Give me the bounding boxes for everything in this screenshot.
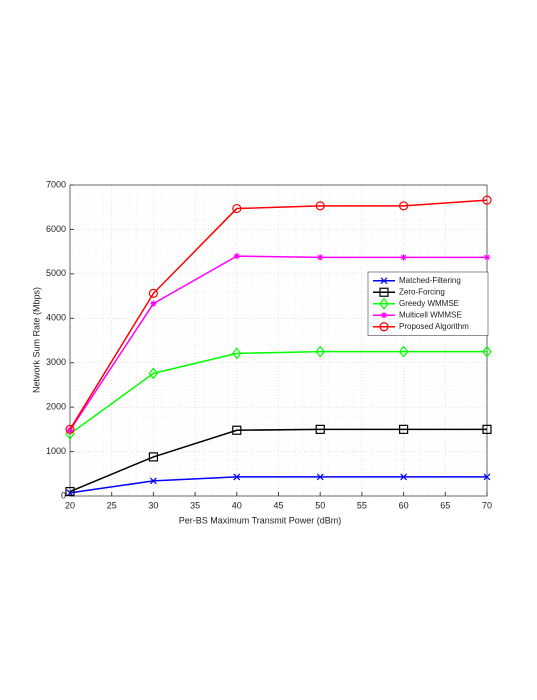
marker	[67, 427, 73, 434]
marker	[400, 473, 408, 481]
x-axis-label: Per-BS Maximum Transmit Power (dBm)	[179, 515, 342, 525]
x-tick-label: 70	[482, 500, 492, 510]
legend-label: Multicell WMMSE	[399, 310, 462, 319]
y-tick-label: 6000	[46, 224, 66, 234]
x-tick-label: 60	[399, 500, 409, 510]
y-tick-label: 1000	[46, 446, 66, 456]
y-tick-label: 2000	[46, 402, 66, 412]
x-tick-label: 20	[65, 500, 75, 510]
y-tick-label: 3000	[46, 357, 66, 367]
marker	[150, 300, 157, 307]
marker	[482, 345, 492, 358]
x-tick-label: 45	[273, 500, 283, 510]
x-tick-label: 25	[107, 500, 117, 510]
marker	[233, 253, 240, 260]
y-tick-label: 7000	[46, 179, 66, 189]
marker	[399, 201, 409, 211]
marker	[483, 473, 491, 481]
x-tick-label: 35	[190, 500, 200, 510]
series-line	[69, 476, 487, 494]
legend-label: Proposed Algorithm	[399, 322, 469, 331]
x-tick-label: 30	[148, 500, 158, 510]
marker	[398, 345, 409, 358]
marker	[482, 195, 492, 205]
legend-label: Greedy WMMSE	[399, 299, 459, 308]
marker	[379, 322, 389, 332]
series-line	[69, 350, 487, 435]
legend-label: Matched-Filtering	[399, 276, 461, 285]
marker	[65, 424, 75, 434]
marker	[380, 277, 388, 285]
marker	[315, 424, 325, 434]
plot-frame	[69, 184, 488, 497]
x-tick-label: 50	[315, 500, 325, 510]
marker	[315, 201, 325, 211]
marker	[379, 287, 389, 297]
series-line	[69, 199, 488, 430]
y-tick-label: 5000	[46, 268, 66, 278]
marker	[317, 254, 324, 261]
y-tick-label: 4000	[46, 313, 66, 323]
marker	[482, 424, 492, 434]
x-tick-label: 40	[232, 500, 242, 510]
marker	[148, 288, 158, 299]
marker	[379, 297, 389, 310]
marker	[149, 477, 157, 485]
series-line	[69, 428, 487, 493]
y-axis-label: Network Sum Rate (Mbps)	[31, 287, 41, 393]
marker	[400, 254, 407, 261]
x-tick-label: 55	[357, 500, 367, 510]
marker	[232, 425, 242, 435]
marker	[233, 473, 241, 481]
marker	[65, 486, 75, 497]
legend-label: Zero-Forcing	[399, 287, 445, 296]
marker	[148, 367, 159, 380]
marker	[232, 203, 242, 214]
marker	[484, 254, 490, 261]
marker	[399, 424, 409, 434]
legend: Matched-Filtering Zero-Forcing Greedy WMMS…	[367, 271, 489, 336]
y-tick-label: 0	[61, 490, 66, 500]
marker	[232, 347, 242, 360]
marker	[381, 312, 387, 319]
marker	[148, 452, 158, 462]
series-line	[69, 255, 487, 431]
marker	[315, 345, 325, 358]
x-tick-label: 65	[440, 500, 450, 510]
marker	[316, 473, 324, 481]
